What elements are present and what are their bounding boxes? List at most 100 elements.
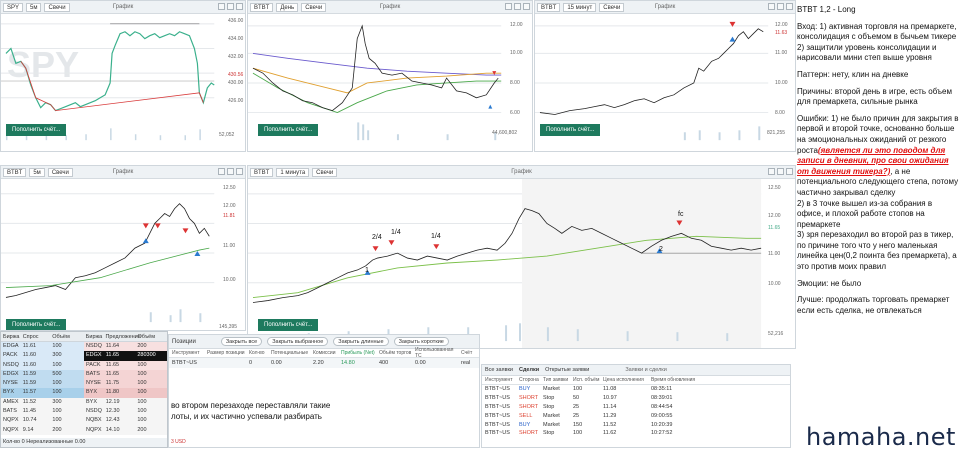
order-book-row[interactable]: NQPX 10.74 100 NQBX 12.43 100	[1, 416, 167, 426]
price-level: 11.00	[223, 243, 236, 249]
maximize-icon[interactable]	[777, 168, 784, 175]
order-book-cell: BYX	[84, 397, 106, 408]
position-row[interactable]: BTBT~US 0 0.00 2.20 14.80 400 0.00 real	[169, 358, 479, 368]
tab-trades[interactable]: Сделки	[518, 367, 540, 373]
chart-panel-spy[interactable]: SPY 5м Свечи График SPY Пополнить счёт..…	[0, 0, 246, 152]
tab-all-orders[interactable]: Все заявки	[485, 367, 513, 373]
price-level: 10.00	[775, 80, 788, 86]
interval-select[interactable]: 15 минут	[563, 2, 597, 12]
chart-panel-btbt-daily[interactable]: BTBT День Свечи График Пополнить счёт...…	[247, 0, 533, 152]
window-controls[interactable]	[218, 168, 243, 175]
order-book-footer: Кол-во 0 Нереализованные 0.00	[1, 438, 167, 447]
cell: BTBT~US	[172, 360, 197, 366]
interval-select[interactable]: День	[276, 2, 299, 12]
order-row[interactable]: BTBT~US BUY Market 150 11.52 10:20:39	[482, 420, 790, 429]
minimize-icon[interactable]	[218, 168, 225, 175]
minimize-icon[interactable]	[218, 3, 225, 10]
close-long-button[interactable]: Закрыть длинные	[333, 337, 389, 346]
close-selected-button[interactable]: Закрыть выбранное	[267, 337, 329, 346]
order-cell: BTBT~US	[485, 395, 510, 402]
chart-type-select[interactable]: Свечи	[312, 167, 338, 177]
order-book-cell: NSDQ	[84, 342, 106, 352]
column-header: Время обновления	[651, 377, 696, 383]
minimize-icon[interactable]	[768, 168, 775, 175]
order-book-row[interactable]: EDGA 11.61 100 NSDQ 11.64 200	[1, 342, 167, 352]
chart-plot[interactable]: Пополнить счёт... 12.00 11.63 11.00 10.0…	[535, 14, 795, 151]
window-controls[interactable]	[768, 168, 793, 175]
close-short-button[interactable]: Закрыть короткие	[393, 337, 449, 346]
price-level: 12.00	[510, 22, 523, 28]
trade-annotation: 2	[659, 246, 663, 253]
order-row[interactable]: BTBT~US SHORT Stop 50 10.97 08:39:01	[482, 394, 790, 403]
window-controls[interactable]	[768, 3, 793, 10]
ticker-select[interactable]: SPY	[3, 2, 24, 12]
order-cell: BTBT~US	[485, 430, 510, 437]
order-row[interactable]: BTBT~US SELL Market 25 11.29 09:00:55	[482, 411, 790, 420]
order-book-row[interactable]: NYSE 11.59 100 NYSE 11.75 100	[1, 379, 167, 389]
positions-tab[interactable]: Позиции	[172, 338, 196, 345]
chart-type-select[interactable]: Свечи	[599, 2, 625, 12]
close-icon[interactable]	[786, 168, 793, 175]
order-book-cell: NSDQ	[1, 360, 23, 370]
window-controls[interactable]	[218, 3, 243, 10]
close-all-button[interactable]: Закрыть все	[220, 337, 263, 346]
level2-order-book[interactable]: Биржа Спрос Объём Биржа Предложение Объё…	[0, 331, 168, 448]
order-book-row[interactable]: AMEX 11.52 300 BYX 12.19 100	[1, 397, 167, 408]
maximize-icon[interactable]	[514, 3, 521, 10]
close-icon[interactable]	[236, 168, 243, 175]
chart-type-select[interactable]: Свечи	[44, 2, 70, 12]
ticker-select[interactable]: BTBT	[3, 167, 27, 177]
interval-select[interactable]: 5м	[26, 2, 42, 12]
deposit-button[interactable]: Пополнить счёт...	[258, 319, 319, 331]
order-row[interactable]: BTBT~US BUY Market 100 11.08 08:35:11	[482, 385, 790, 394]
chart-type-select[interactable]: Свечи	[47, 167, 73, 177]
order-book-cell: 100	[137, 379, 167, 389]
order-book-cell: BATS	[84, 369, 106, 380]
column-header: Инструмент	[172, 350, 200, 356]
order-row[interactable]: BTBT~US SHORT Stop 25 11.14 08:44:54	[482, 403, 790, 412]
positions-panel[interactable]: Позиции Закрыть все Закрыть выбранное За…	[168, 334, 480, 448]
order-book-row[interactable]: PACK 11.60 300 EDGX 11.65 280300	[1, 351, 167, 361]
deposit-button[interactable]: Пополнить счёт...	[540, 124, 601, 136]
deposit-button[interactable]: Пополнить счёт...	[6, 124, 67, 136]
orders-panel[interactable]: Все заявки Сделки Открытые заявки Заявки…	[481, 364, 791, 448]
order-book-cell: NQPX	[1, 425, 23, 435]
minimize-icon[interactable]	[768, 3, 775, 10]
deposit-button[interactable]: Пополнить счёт...	[6, 319, 67, 330]
chart-plot[interactable]: 2/4 1/4 1/4 1 2 fc Пополнить счёт... 12.…	[248, 179, 795, 348]
chart-panel-btbt-15min[interactable]: BTBT 15 минут Свечи График Пополнить счё…	[534, 0, 796, 152]
chart-plot[interactable]: Пополнить счёт... 12.50 12.00 11.81 11.0…	[1, 179, 245, 330]
minimize-icon[interactable]	[505, 3, 512, 10]
deposit-button[interactable]: Пополнить счёт...	[258, 124, 319, 136]
window-controls[interactable]	[505, 3, 530, 10]
chart-panel-btbt-5min[interactable]: BTBT 5м Свечи График Пополнить счёт... 1…	[0, 165, 246, 331]
chart-panel-btbt-1min[interactable]: BTBT 1 минута Свечи График 2/4 1/4	[247, 165, 796, 349]
close-icon[interactable]	[786, 3, 793, 10]
interval-select[interactable]: 5м	[29, 167, 45, 177]
order-book-row[interactable]: NSDQ 11.60 100 PACK 11.65 100	[1, 360, 167, 370]
ticker-select[interactable]: BTBT	[250, 2, 274, 12]
order-book-cell: EDGX	[84, 351, 106, 361]
order-book-row[interactable]: EDGX 11.59 500 BATS 11.65 100	[1, 369, 167, 380]
maximize-icon[interactable]	[227, 168, 234, 175]
order-row[interactable]: BTBT~US SHORT Stop 100 11.62 10:27:52	[482, 429, 790, 438]
close-icon[interactable]	[523, 3, 530, 10]
price-chart-svg	[248, 179, 762, 348]
order-book-row[interactable]: BYX 11.57 100 BYX 11.80 100	[1, 388, 167, 398]
order-book-row[interactable]: NQPX 9.14 200 NQPX 14.10 200	[1, 425, 167, 435]
tab-open-orders[interactable]: Открытые заявки	[545, 367, 590, 373]
maximize-icon[interactable]	[227, 3, 234, 10]
chart-plot[interactable]: Пополнить счёт... 12.00 10.00 8.00 6.00 …	[248, 14, 532, 151]
interval-select[interactable]: 1 минута	[276, 167, 310, 177]
ticker-select[interactable]: BTBT	[537, 2, 561, 12]
maximize-icon[interactable]	[777, 3, 784, 10]
chart-toolbar: BTBT День Свечи График	[248, 1, 532, 14]
order-book-cell: 10.74	[22, 416, 53, 426]
annotation-note: во втором перезаходе переставляли такие …	[171, 401, 331, 421]
ticker-select[interactable]: BTBT	[250, 167, 274, 177]
close-icon[interactable]	[236, 3, 243, 10]
chart-plot[interactable]: SPY Пополнить счёт... 436.00 434.00 432.…	[1, 14, 245, 151]
order-book-cell: 500	[52, 369, 84, 380]
chart-type-select[interactable]: Свечи	[301, 2, 327, 12]
order-book-row[interactable]: BATS 11.45 100 NSDQ 12.30 100	[1, 407, 167, 417]
